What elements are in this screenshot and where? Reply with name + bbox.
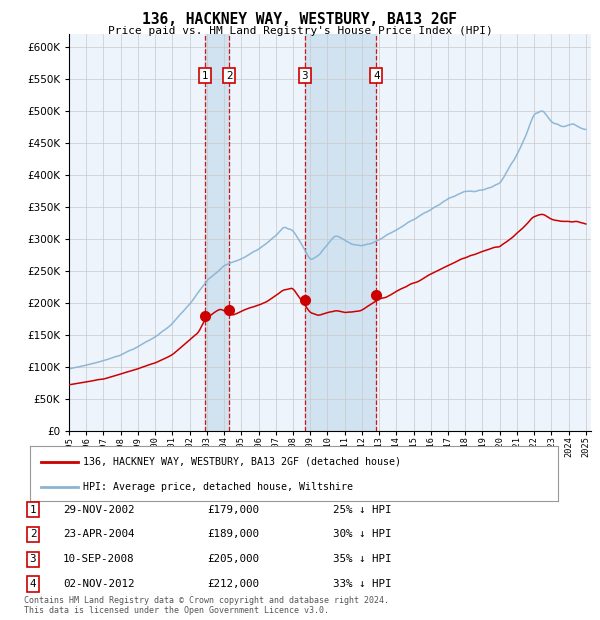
Text: 136, HACKNEY WAY, WESTBURY, BA13 2GF (detached house): 136, HACKNEY WAY, WESTBURY, BA13 2GF (de… bbox=[83, 457, 401, 467]
Text: 35% ↓ HPI: 35% ↓ HPI bbox=[333, 554, 392, 564]
Text: 10-SEP-2008: 10-SEP-2008 bbox=[63, 554, 134, 564]
Bar bbox=[305, 34, 376, 431]
Text: 4: 4 bbox=[30, 579, 36, 589]
Text: 30% ↓ HPI: 30% ↓ HPI bbox=[333, 529, 392, 539]
Text: 29-NOV-2002: 29-NOV-2002 bbox=[63, 505, 134, 515]
Text: 1: 1 bbox=[30, 505, 36, 515]
Text: 3: 3 bbox=[30, 554, 36, 564]
Text: HPI: Average price, detached house, Wiltshire: HPI: Average price, detached house, Wilt… bbox=[83, 482, 353, 492]
Text: Contains HM Land Registry data © Crown copyright and database right 2024.
This d: Contains HM Land Registry data © Crown c… bbox=[24, 596, 389, 615]
Text: 33% ↓ HPI: 33% ↓ HPI bbox=[333, 579, 392, 589]
Text: Price paid vs. HM Land Registry's House Price Index (HPI): Price paid vs. HM Land Registry's House … bbox=[107, 26, 493, 36]
Text: 23-APR-2004: 23-APR-2004 bbox=[63, 529, 134, 539]
Text: 4: 4 bbox=[373, 71, 380, 81]
Text: 25% ↓ HPI: 25% ↓ HPI bbox=[333, 505, 392, 515]
Text: £179,000: £179,000 bbox=[207, 505, 259, 515]
Text: 2: 2 bbox=[30, 529, 36, 539]
Text: 2: 2 bbox=[226, 71, 233, 81]
Text: 02-NOV-2012: 02-NOV-2012 bbox=[63, 579, 134, 589]
Text: £189,000: £189,000 bbox=[207, 529, 259, 539]
Bar bbox=[205, 34, 229, 431]
Text: £205,000: £205,000 bbox=[207, 554, 259, 564]
Text: 136, HACKNEY WAY, WESTBURY, BA13 2GF: 136, HACKNEY WAY, WESTBURY, BA13 2GF bbox=[143, 12, 458, 27]
Text: 3: 3 bbox=[302, 71, 308, 81]
Text: 1: 1 bbox=[202, 71, 209, 81]
Text: £212,000: £212,000 bbox=[207, 579, 259, 589]
